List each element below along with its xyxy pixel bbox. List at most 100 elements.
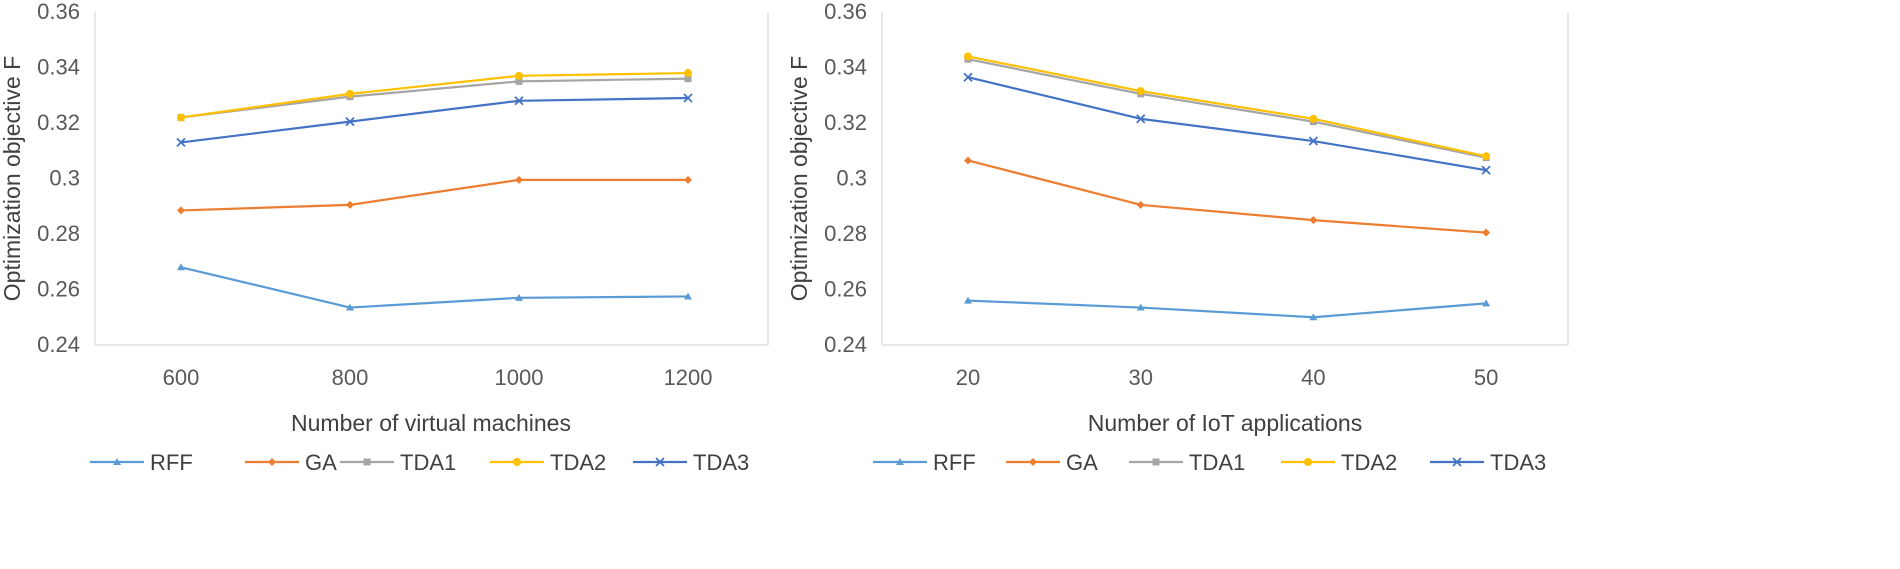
data-point: [684, 175, 692, 184]
series-rff: [964, 296, 1491, 321]
data-point: [346, 200, 354, 209]
series-line: [180, 96, 689, 144]
y-tick-label: 0.28: [37, 221, 80, 246]
legend-marker: [655, 457, 665, 467]
legend-label: TDA1: [400, 450, 456, 475]
x-tick-label: 600: [163, 365, 200, 390]
legend-marker: [1452, 457, 1462, 467]
series-line: [180, 266, 689, 309]
x-axis-title: Number of IoT applications: [1088, 410, 1362, 436]
legend-label: TDA2: [1341, 450, 1397, 475]
series-line: [180, 71, 689, 119]
y-axis-title: Optimization objective F: [0, 56, 25, 301]
y-tick-label: 0.32: [824, 110, 867, 135]
x-tick-label: 40: [1301, 365, 1325, 390]
y-axis-title: Optimization objective F: [786, 56, 812, 301]
legend-marker: [363, 458, 371, 466]
x-tick-label: 50: [1474, 365, 1498, 390]
data-point: [1308, 136, 1319, 146]
y-tick-label: 0.28: [824, 221, 867, 246]
legend-label: RFF: [933, 450, 976, 475]
data-point: [964, 156, 972, 165]
data-point: [1136, 114, 1146, 124]
data-point: [963, 72, 973, 82]
legend-marker: [113, 458, 121, 465]
x-tick-label: 20: [956, 365, 980, 390]
x-tick-label: 800: [332, 365, 369, 390]
data-point: [1482, 228, 1491, 237]
data-point: [684, 75, 692, 83]
y-tick-label: 0.36: [824, 0, 867, 24]
legend-item-tda2: TDA2: [490, 450, 606, 475]
y-tick-label: 0.34: [37, 55, 80, 80]
legend-item-tda2: TDA2: [1281, 450, 1397, 475]
series-line: [967, 58, 1487, 159]
data-point: [514, 96, 524, 106]
series-rff: [177, 263, 692, 311]
data-point: [177, 206, 185, 215]
y-tick-label: 0.34: [824, 55, 867, 80]
series-tda1: [177, 75, 692, 121]
y-tick-label: 0.24: [824, 332, 867, 357]
series-line: [967, 159, 1487, 234]
legend-label: GA: [305, 450, 337, 475]
x-tick-label: 1000: [495, 365, 544, 390]
legend-label: TDA3: [1490, 450, 1546, 475]
x-tick-label: 1200: [664, 365, 713, 390]
data-point: [177, 113, 185, 122]
legend-label: GA: [1066, 450, 1098, 475]
data-point: [177, 263, 185, 271]
series-tda2: [964, 52, 1491, 161]
legend-label: TDA2: [550, 450, 606, 475]
series-line: [967, 55, 1487, 158]
data-point: [683, 93, 693, 103]
data-point: [346, 89, 354, 98]
data-point: [515, 293, 523, 301]
y-tick-label: 0.36: [37, 0, 80, 24]
y-tick-label: 0.26: [824, 277, 867, 302]
legend-marker: [1304, 458, 1312, 466]
legend-item-rff: RFF: [873, 450, 976, 475]
legend: RFF GA TDA1 TDA2 TDA3: [873, 450, 1546, 475]
data-point: [346, 303, 354, 311]
series-line: [967, 76, 1487, 172]
legend: RFF GA TDA1 TDA2 TDA3: [90, 450, 749, 475]
x-axis-title: Number of virtual machines: [291, 410, 571, 436]
legend-marker: [1029, 458, 1037, 466]
data-point: [515, 77, 523, 85]
legend-label: RFF: [150, 450, 193, 475]
series-tda2: [177, 69, 692, 122]
data-point: [1136, 200, 1145, 209]
legend-item-tda1: TDA1: [1129, 450, 1245, 475]
series-tda3: [176, 93, 693, 148]
x-tick-label: 30: [1128, 365, 1152, 390]
series-tda3: [963, 72, 1491, 175]
legend-item-ga: GA: [245, 450, 337, 475]
legend-label: TDA1: [1189, 450, 1245, 475]
data-point: [515, 71, 523, 80]
series-line: [967, 299, 1487, 319]
y-tick-label: 0.32: [37, 110, 80, 135]
data-point: [1309, 114, 1318, 123]
data-point: [1309, 216, 1318, 225]
data-point: [1136, 303, 1145, 311]
series-line: [180, 178, 688, 212]
data-point: [1482, 299, 1491, 307]
chart-right: 0.24 0.26 0.28 0.3 0.32 0.34 0.36 20 30 40 50 Optim…: [786, 0, 1569, 475]
legend-item-tda1: TDA1: [340, 450, 456, 475]
data-point: [1482, 152, 1491, 161]
legend-marker: [268, 458, 276, 466]
data-point: [964, 296, 972, 304]
data-point: [1309, 313, 1318, 321]
legend-item-ga: GA: [1006, 450, 1098, 475]
data-point: [176, 137, 186, 148]
legend-label: TDA3: [693, 450, 749, 475]
legend-item-tda3: TDA3: [1430, 450, 1546, 475]
series-ga: [177, 175, 692, 215]
y-tick-label: 0.24: [37, 332, 80, 357]
data-point: [684, 292, 692, 300]
series-ga: [964, 156, 1491, 237]
data-point: [515, 175, 523, 184]
legend-marker: [513, 458, 521, 466]
